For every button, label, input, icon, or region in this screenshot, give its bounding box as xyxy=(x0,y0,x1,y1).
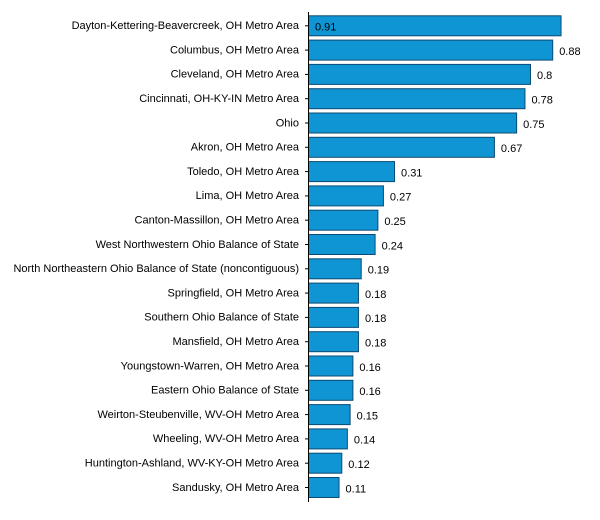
svg-text:0.78: 0.78 xyxy=(531,95,552,107)
svg-text:0.25: 0.25 xyxy=(384,216,405,228)
svg-text:0.18: 0.18 xyxy=(365,313,386,325)
svg-text:Columbus, OH Metro Area: Columbus, OH Metro Area xyxy=(170,44,300,56)
svg-text:0.11: 0.11 xyxy=(346,483,367,495)
svg-text:Dayton-Kettering-Beavercreek,: Dayton-Kettering-Beavercreek, OH Metro A… xyxy=(72,20,300,32)
svg-text:Cleveland, OH Metro Area: Cleveland, OH Metro Area xyxy=(171,69,300,81)
svg-text:Huntington-Ashland, WV-KY-OH M: Huntington-Ashland, WV-KY-OH Metro Area xyxy=(85,458,300,470)
svg-text:0.16: 0.16 xyxy=(359,362,380,374)
svg-text:Akron, OH Metro Area: Akron, OH Metro Area xyxy=(191,142,300,154)
svg-text:Wheeling, WV-OH Metro Area: Wheeling, WV-OH Metro Area xyxy=(153,433,300,445)
svg-text:0.67: 0.67 xyxy=(501,143,522,155)
svg-text:0.18: 0.18 xyxy=(365,289,386,301)
svg-text:0.27: 0.27 xyxy=(390,192,411,204)
svg-text:Ohio: Ohio xyxy=(276,117,299,129)
svg-text:0.14: 0.14 xyxy=(354,435,375,447)
svg-text:0.16: 0.16 xyxy=(359,386,380,398)
svg-text:Youngstown-Warren, OH Metro Ar: Youngstown-Warren, OH Metro Area xyxy=(121,360,300,372)
svg-text:Lima, OH Metro Area: Lima, OH Metro Area xyxy=(196,190,300,202)
svg-text:0.8: 0.8 xyxy=(537,70,552,82)
svg-text:0.88: 0.88 xyxy=(559,46,580,58)
svg-text:0.24: 0.24 xyxy=(382,240,403,252)
svg-text:Mansfield, OH Metro Area: Mansfield, OH Metro Area xyxy=(172,336,299,348)
svg-text:Southern Ohio Balance of State: Southern Ohio Balance of State xyxy=(144,312,299,324)
svg-text:0.31: 0.31 xyxy=(401,167,422,179)
svg-text:Weirton-Steubenville, WV-OH Me: Weirton-Steubenville, WV-OH Metro Area xyxy=(97,409,299,421)
svg-text:0.91: 0.91 xyxy=(315,22,336,34)
svg-text:Toledo, OH Metro Area: Toledo, OH Metro Area xyxy=(187,166,300,178)
svg-text:0.12: 0.12 xyxy=(348,459,369,471)
svg-text:North Northeastern Ohio Balanc: North Northeastern Ohio Balance of State… xyxy=(13,263,299,275)
svg-text:0.18: 0.18 xyxy=(365,338,386,350)
svg-text:0.75: 0.75 xyxy=(523,119,544,131)
svg-text:0.19: 0.19 xyxy=(368,265,389,277)
svg-text:West Northwestern Ohio Balance: West Northwestern Ohio Balance of State xyxy=(96,239,299,251)
svg-text:Cincinnati, OH-KY-IN Metro Are: Cincinnati, OH-KY-IN Metro Area xyxy=(139,93,300,105)
svg-text:Eastern Ohio Balance of State: Eastern Ohio Balance of State xyxy=(151,385,299,397)
svg-text:Canton-Massillon, OH Metro Are: Canton-Massillon, OH Metro Area xyxy=(135,215,300,227)
svg-text:Sandusky, OH Metro Area: Sandusky, OH Metro Area xyxy=(172,482,300,494)
svg-text:Springfield, OH Metro Area: Springfield, OH Metro Area xyxy=(168,287,300,299)
svg-text:0.15: 0.15 xyxy=(357,410,378,422)
